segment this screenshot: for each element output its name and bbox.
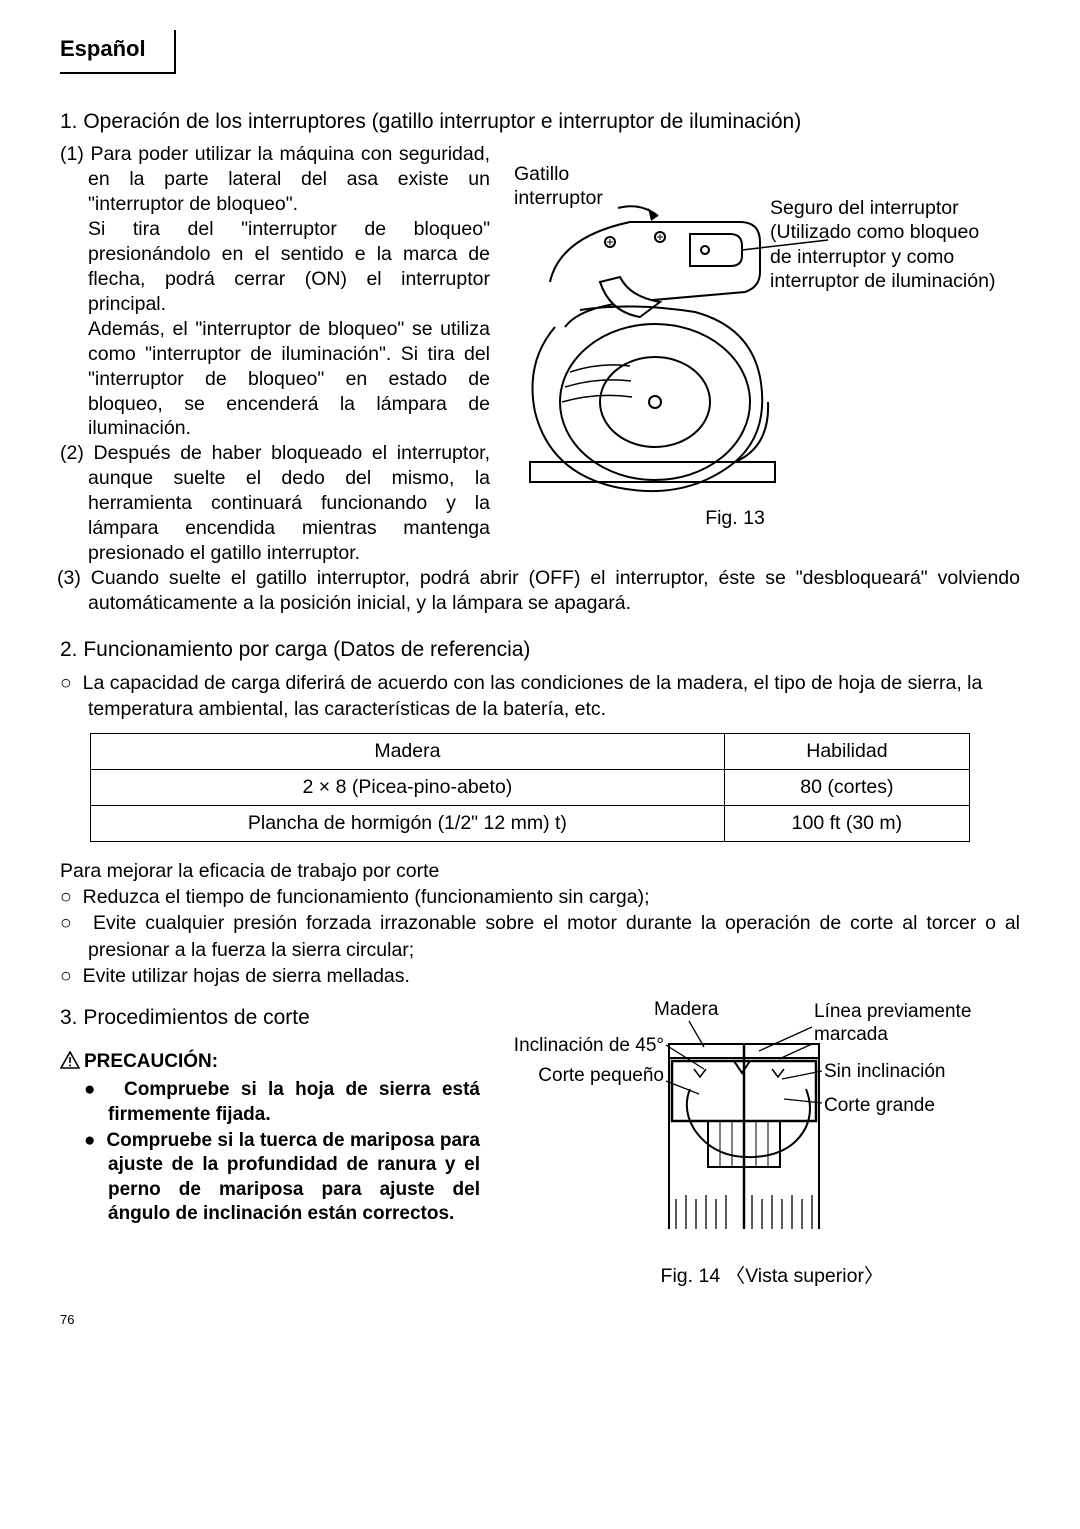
capacity-table: Madera Habilidad 2 × 8 (Picea-pino-abeto… [90, 733, 1020, 842]
section-2-intro: La capacidad de carga diferirá de acuerd… [83, 672, 983, 720]
sec2-bullet: Evite cualquier presión forzada irrazona… [88, 912, 1020, 960]
bullet-glyph: ○ [60, 912, 75, 934]
warning-icon [60, 1051, 80, 1076]
fig14-label-line: Línea previamente marcada [814, 1001, 1014, 1047]
p1c-text: Además, el "interruptor de bloqueo" se u… [60, 317, 490, 442]
fig13-caption: Fig. 13 [450, 506, 1020, 530]
p1-lead: (1) [60, 143, 84, 165]
section-3-title: 3. Procedimientos de corte [60, 1005, 480, 1032]
table-header: Habilidad [724, 733, 969, 769]
p3-lead: (3) [57, 567, 81, 589]
fig14-container: Madera Línea previamente marcada Inclina… [494, 999, 1020, 1288]
bullet-glyph: ● [84, 1130, 96, 1151]
p3-text: Cuando suelte el gatillo interruptor, po… [88, 567, 1020, 614]
fig14-label-big: Corte grande [824, 1095, 935, 1118]
fig14-label-wood: Madera [654, 999, 718, 1022]
section-1: 1. Operación de los interruptores (gatil… [60, 110, 1020, 616]
section-2-title: 2. Funcionamiento por carga (Datos de re… [60, 638, 1020, 662]
section-2: 2. Funcionamiento por carga (Datos de re… [60, 638, 1020, 989]
p2-lead: (2) [60, 442, 84, 464]
sec2-bullet: Reduzca el tiempo de funcionamiento (fun… [83, 886, 650, 908]
fig13-label-trigger: Gatillo interruptor [514, 162, 624, 211]
page-number: 76 [60, 1312, 1020, 1327]
sec2-bullet: Evite utilizar hojas de sierra melladas. [83, 965, 410, 987]
fig14-label-45: Inclinación de 45° [494, 1035, 664, 1058]
bullet-glyph: ○ [60, 965, 72, 987]
table-cell: 80 (cortes) [724, 769, 969, 805]
fig14-caption: Fig. 14 〈Vista superior〉 [524, 1259, 1020, 1288]
fig13-label-lock: Seguro del interruptor (Utilizado como b… [770, 196, 1000, 294]
language-header: Español [60, 30, 1020, 74]
section-1-title: 1. Operación de los interruptores (gatil… [60, 110, 1020, 134]
p1-text: Para poder utilizar la máquina con segur… [88, 143, 490, 215]
language-label: Español [60, 36, 146, 61]
section-3-text: 3. Procedimientos de corte PRECAUCIÓN: ●… [60, 999, 480, 1288]
table-cell: 2 × 8 (Picea-pino-abeto) [91, 769, 725, 805]
section-1-text: (1) Para poder utilizar la máquina con s… [60, 142, 490, 566]
after-table-lead: Para mejorar la eficacia de trabajo por … [60, 858, 1020, 884]
caution-label: PRECAUCIÓN: [84, 1051, 218, 1072]
language-header-box: Español [60, 30, 176, 74]
fig13-container: Gatillo interruptor Seguro del interrupt… [510, 142, 1020, 566]
fig14-label-noincl: Sin inclinación [824, 1061, 945, 1084]
bullet-glyph: ○ [60, 886, 72, 908]
bullet-glyph: ○ [60, 672, 72, 694]
caution-item: Compruebe si la tuerca de mariposa para … [106, 1130, 480, 1224]
table-cell: Plancha de hormigón (1/2" 12 mm) t) [91, 805, 725, 841]
bullet-glyph: ● [84, 1079, 101, 1100]
p2-text: Después de haber bloqueado el interrupto… [88, 442, 490, 564]
table-header: Madera [91, 733, 725, 769]
table-cell: 100 ft (30 m) [724, 805, 969, 841]
section-3: 3. Procedimientos de corte PRECAUCIÓN: ●… [60, 999, 1020, 1288]
p1b-text: Si tira del "interruptor de bloqueo" pre… [60, 217, 490, 317]
caution-item: Compruebe si la hoja de sierra está firm… [108, 1079, 480, 1124]
fig14-label-small: Corte pequeño [494, 1065, 664, 1088]
